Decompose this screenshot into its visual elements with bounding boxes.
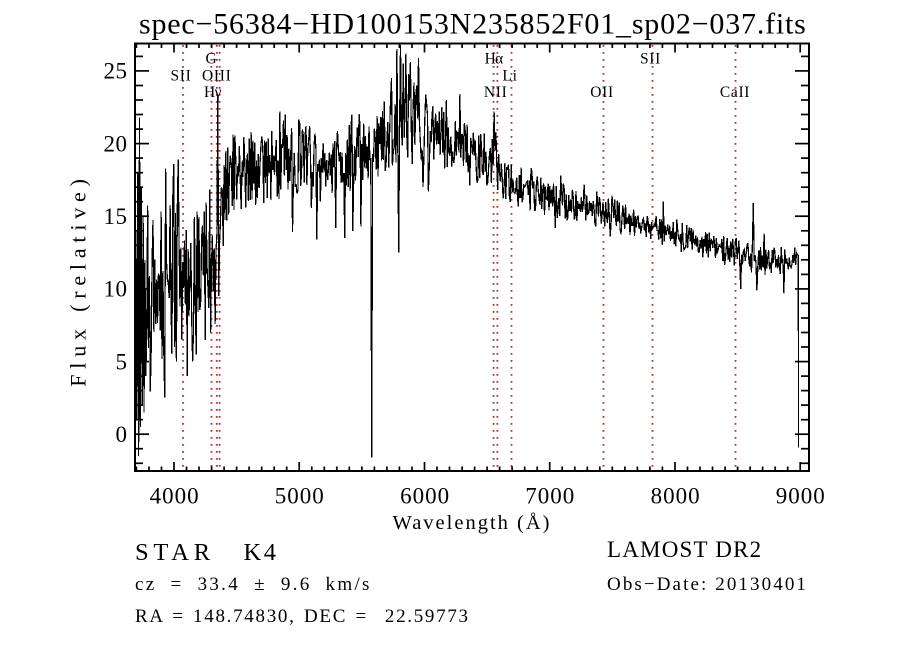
- svg-text:Wavelength (Å): Wavelength (Å): [393, 512, 552, 534]
- svg-text:STAR: STAR: [135, 539, 215, 566]
- svg-text:Hα: Hα: [485, 51, 503, 68]
- svg-text:15: 15: [104, 204, 128, 229]
- svg-text:7000: 7000: [525, 484, 575, 509]
- svg-text:SII: SII: [640, 51, 661, 68]
- svg-text:Hγ: Hγ: [204, 84, 222, 101]
- svg-text:0: 0: [116, 422, 128, 447]
- svg-text:6000: 6000: [400, 484, 450, 509]
- svg-text:8000: 8000: [651, 484, 701, 509]
- svg-text:LAMOST DR2: LAMOST DR2: [607, 537, 762, 562]
- svg-text:5: 5: [116, 349, 128, 374]
- svg-text:4000: 4000: [150, 484, 200, 509]
- svg-text:5000: 5000: [275, 484, 325, 509]
- svg-text:Obs−Date: 20130401: Obs−Date: 20130401: [607, 574, 808, 595]
- svg-text:Li: Li: [502, 67, 517, 84]
- svg-text:OIII: OIII: [202, 67, 231, 84]
- svg-text:G: G: [206, 51, 218, 68]
- svg-text:CaII: CaII: [720, 84, 750, 101]
- svg-text:spec−56384−HD100153N235852F01_: spec−56384−HD100153N235852F01_sp02−037.f…: [139, 8, 807, 41]
- svg-text:10: 10: [104, 277, 128, 302]
- svg-text:K4: K4: [244, 539, 279, 566]
- svg-text:OII: OII: [590, 84, 614, 101]
- svg-text:NII: NII: [484, 84, 508, 101]
- svg-text:9000: 9000: [776, 484, 826, 509]
- svg-text:20: 20: [104, 131, 128, 156]
- svg-text:25: 25: [104, 59, 128, 84]
- svg-text:cz = 33.4 ± 9.6 km/s: cz = 33.4 ± 9.6 km/s: [135, 574, 372, 595]
- svg-text:RA = 148.74830, DEC = 22.5977: RA = 148.74830, DEC = 22.59773: [135, 606, 470, 627]
- svg-text:SII: SII: [170, 67, 191, 84]
- svg-text:Flux (relative): Flux (relative): [66, 173, 91, 386]
